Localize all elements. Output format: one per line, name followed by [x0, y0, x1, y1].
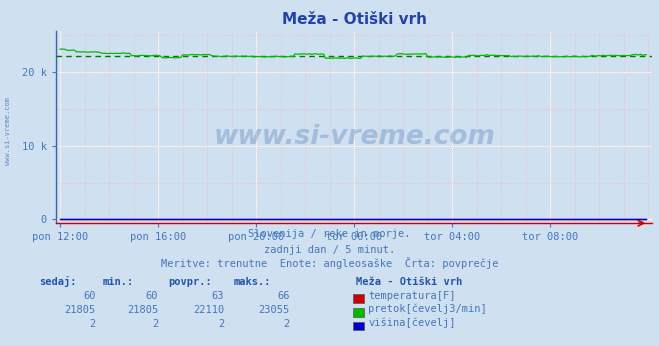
Text: min.:: min.: [102, 277, 133, 288]
Text: temperatura[F]: temperatura[F] [368, 291, 456, 301]
Text: 60: 60 [83, 291, 96, 301]
Text: Slovenija / reke in morje.: Slovenija / reke in morje. [248, 229, 411, 239]
Text: 21805: 21805 [65, 305, 96, 315]
Text: 63: 63 [212, 291, 224, 301]
Text: zadnji dan / 5 minut.: zadnji dan / 5 minut. [264, 245, 395, 255]
Text: Meža - Otiški vrh: Meža - Otiški vrh [356, 277, 462, 288]
Text: 60: 60 [146, 291, 158, 301]
Text: sedaj:: sedaj: [40, 276, 77, 288]
Text: pretok[čevelj3/min]: pretok[čevelj3/min] [368, 304, 487, 315]
Text: 2: 2 [284, 319, 290, 329]
Text: višina[čevelj]: višina[čevelj] [368, 318, 456, 328]
Text: 2: 2 [218, 319, 224, 329]
Text: www.si-vreme.com: www.si-vreme.com [5, 98, 11, 165]
Text: 21805: 21805 [127, 305, 158, 315]
Text: povpr.:: povpr.: [168, 277, 212, 288]
Text: maks.:: maks.: [234, 277, 272, 288]
Title: Meža - Otiški vrh: Meža - Otiški vrh [281, 12, 427, 27]
Text: Meritve: trenutne  Enote: angleosaške  Črta: povprečje: Meritve: trenutne Enote: angleosaške Črt… [161, 257, 498, 269]
Text: www.si-vreme.com: www.si-vreme.com [214, 124, 495, 150]
Text: 2: 2 [152, 319, 158, 329]
Text: 22110: 22110 [193, 305, 224, 315]
Text: 2: 2 [90, 319, 96, 329]
Text: 23055: 23055 [259, 305, 290, 315]
Text: 66: 66 [277, 291, 290, 301]
